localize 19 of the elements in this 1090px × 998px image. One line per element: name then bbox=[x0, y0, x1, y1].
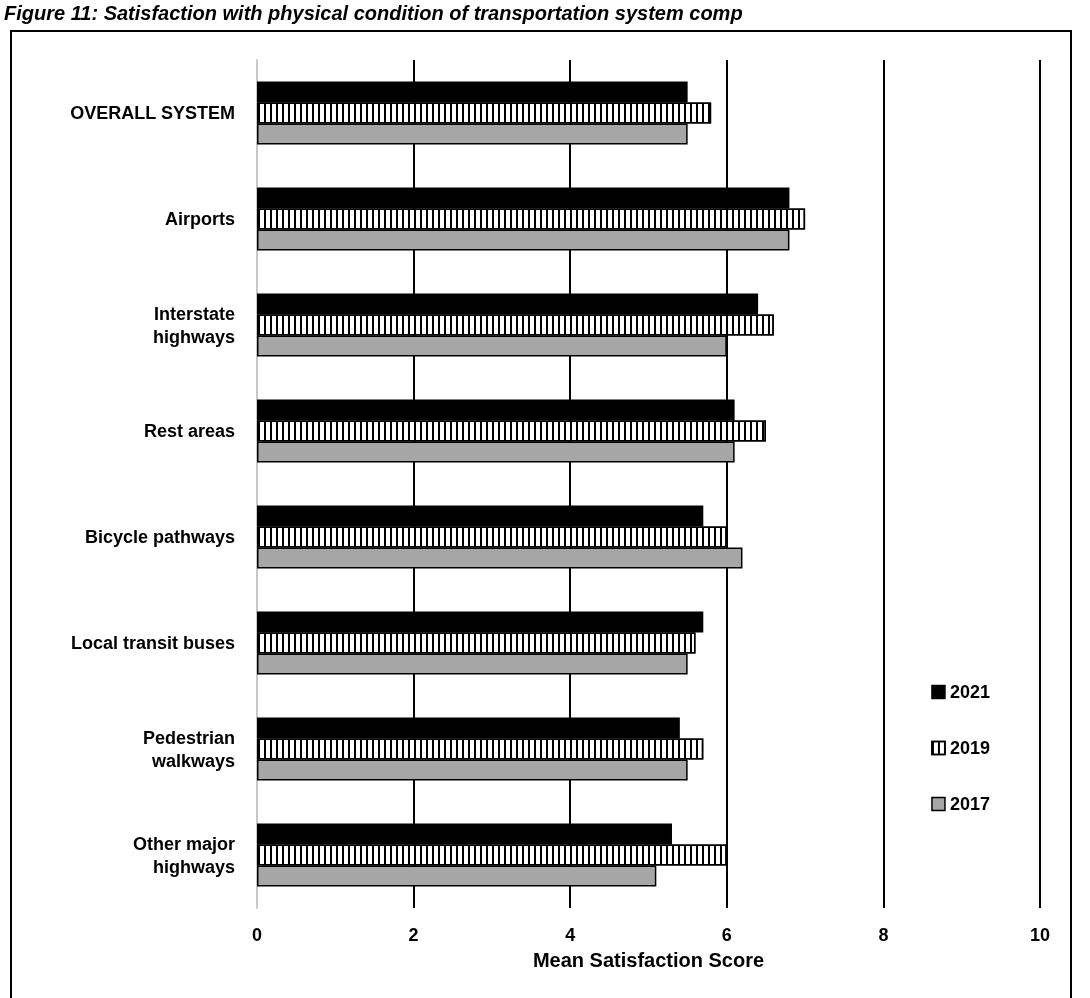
y-tick-label: OVERALL SYSTEM bbox=[70, 103, 235, 123]
x-axis-title: Mean Satisfaction Score bbox=[532, 949, 765, 971]
y-tick-label: Rest areas bbox=[143, 421, 235, 441]
legend-label: 2017 bbox=[949, 794, 990, 814]
y-tick-label: Local transit buses bbox=[70, 633, 235, 653]
y-tick-label: Pedestrian walkways bbox=[142, 727, 235, 771]
y-tick-label: Interstate highways bbox=[152, 303, 235, 347]
x-tick-label: 6 bbox=[721, 925, 732, 945]
x-tick-label: 0 bbox=[251, 925, 263, 945]
legend-label: 2021 bbox=[949, 682, 990, 702]
x-tick-label: 4 bbox=[565, 925, 576, 945]
y-tick-label: Other major highways bbox=[132, 833, 235, 877]
x-tick-label: 2 bbox=[408, 925, 419, 945]
x-tick-label: 10 bbox=[1029, 925, 1051, 945]
y-tick-label: Airports bbox=[164, 209, 235, 229]
chart-title: Figure 11: Satisfaction with physical condition of transportation system comp bbox=[4, 2, 744, 25]
legend-label: 2019 bbox=[949, 738, 990, 758]
x-tick-label: 8 bbox=[878, 925, 889, 945]
y-tick-label: Bicycle pathways bbox=[84, 527, 235, 547]
